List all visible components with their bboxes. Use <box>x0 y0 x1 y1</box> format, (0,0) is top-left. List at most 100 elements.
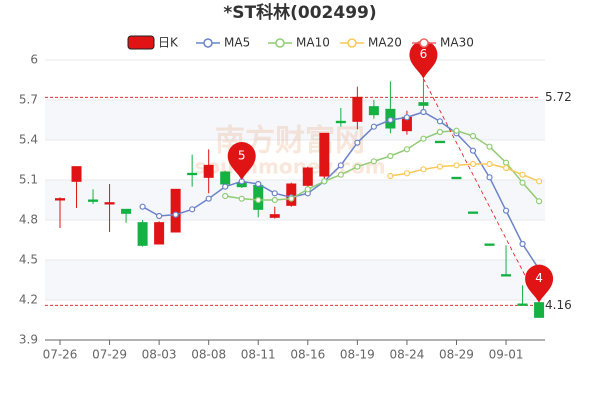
legend-icon <box>127 35 155 50</box>
ma-point <box>189 206 196 213</box>
candle-body <box>302 167 313 186</box>
candle-body <box>517 303 528 306</box>
legend-icon <box>275 38 285 48</box>
ma-point <box>420 135 427 142</box>
marker-label: 5 <box>238 149 246 163</box>
candle-body <box>220 171 231 185</box>
y-tick-label: 5.1 <box>19 173 38 187</box>
split-area <box>45 300 545 340</box>
marker-pin <box>409 40 438 79</box>
candle-body <box>501 274 512 277</box>
reference-label: 4.16 <box>545 298 572 312</box>
ma-point <box>205 195 212 202</box>
ma-point <box>139 203 146 210</box>
ma-point <box>436 118 444 125</box>
candle-body <box>137 222 148 246</box>
y-tick-label: 4.2 <box>19 293 38 307</box>
candle-body <box>352 96 363 122</box>
ma-point <box>519 171 526 178</box>
y-tick-label: 6 <box>30 53 38 67</box>
candle-body <box>434 140 445 144</box>
y-tick-label: 5.7 <box>19 93 38 107</box>
candle-body <box>269 214 280 218</box>
candle-body <box>154 222 165 245</box>
marker-label: 6 <box>420 47 428 61</box>
legend-label: MA5 <box>224 36 250 50</box>
y-tick-label: 4.8 <box>19 213 38 227</box>
candle-body <box>187 172 198 176</box>
split-area <box>45 60 545 100</box>
x-tick-label: 08-24 <box>389 348 424 362</box>
ma-point <box>469 160 477 168</box>
ma-point <box>502 207 510 214</box>
x-tick-label: 08-03 <box>142 348 177 362</box>
candle-body <box>71 166 82 182</box>
ma-point <box>469 132 477 140</box>
legend-icon <box>419 38 429 48</box>
ma-point <box>288 195 295 202</box>
candle-body <box>534 302 545 318</box>
candle-body <box>203 164 214 178</box>
x-tick-label: 08-08 <box>191 348 226 362</box>
ma-point <box>370 123 377 130</box>
ma-point <box>238 195 245 202</box>
marker-pin <box>525 264 554 303</box>
ma-point <box>222 183 229 190</box>
candle-body <box>104 202 115 205</box>
candle-body <box>88 199 99 202</box>
x-tick-label: 09-01 <box>489 348 524 362</box>
ma-point <box>337 171 344 178</box>
candle-body <box>484 243 495 246</box>
legend-icon <box>203 38 213 48</box>
ma-point <box>403 114 411 121</box>
candle-body <box>121 208 132 214</box>
ma-point <box>453 127 460 134</box>
candle-body <box>451 176 462 180</box>
ma-point <box>502 159 510 166</box>
candle-body <box>418 102 429 106</box>
ma-point <box>271 196 278 204</box>
ma-point <box>403 170 411 177</box>
candle-body <box>468 211 478 214</box>
ma-point <box>156 212 163 220</box>
ma-point <box>519 179 526 186</box>
ma-point <box>304 186 311 193</box>
ma-point <box>469 147 477 154</box>
ma-point <box>172 211 179 218</box>
reference-label: 5.72 <box>545 90 572 104</box>
legend-label: 日K <box>158 36 179 50</box>
ma-point <box>387 152 394 160</box>
ma-point <box>519 240 526 248</box>
y-tick-label: 5.4 <box>19 133 38 147</box>
legend-label: MA20 <box>368 36 402 50</box>
ma-point <box>354 163 361 170</box>
ma-point <box>535 198 543 205</box>
ma-point <box>387 116 394 124</box>
ma-point <box>354 139 361 146</box>
ma-point <box>222 192 229 200</box>
ma-point <box>502 164 510 172</box>
x-tick-label: 07-29 <box>92 348 127 362</box>
trend-line <box>423 78 540 303</box>
x-tick-label: 07-26 <box>43 348 78 362</box>
ma-point <box>486 143 493 150</box>
legend-icon <box>347 38 357 48</box>
ma-line <box>390 163 540 183</box>
candle-body <box>170 188 181 233</box>
split-area <box>45 140 545 180</box>
candle-body <box>55 198 65 201</box>
legend-label: MA30 <box>440 36 474 50</box>
ma-point <box>420 108 427 116</box>
y-tick-label: 3.9 <box>19 333 38 347</box>
x-tick-label: 08-16 <box>290 348 325 362</box>
ma-point <box>255 196 262 204</box>
split-area <box>45 100 545 140</box>
marker-label: 4 <box>535 271 543 285</box>
ma-point <box>403 146 411 153</box>
ma-point <box>436 128 444 136</box>
split-area <box>45 260 545 300</box>
x-tick-label: 08-19 <box>340 348 375 362</box>
y-tick-label: 4.5 <box>19 253 38 267</box>
ma-point <box>271 190 278 197</box>
